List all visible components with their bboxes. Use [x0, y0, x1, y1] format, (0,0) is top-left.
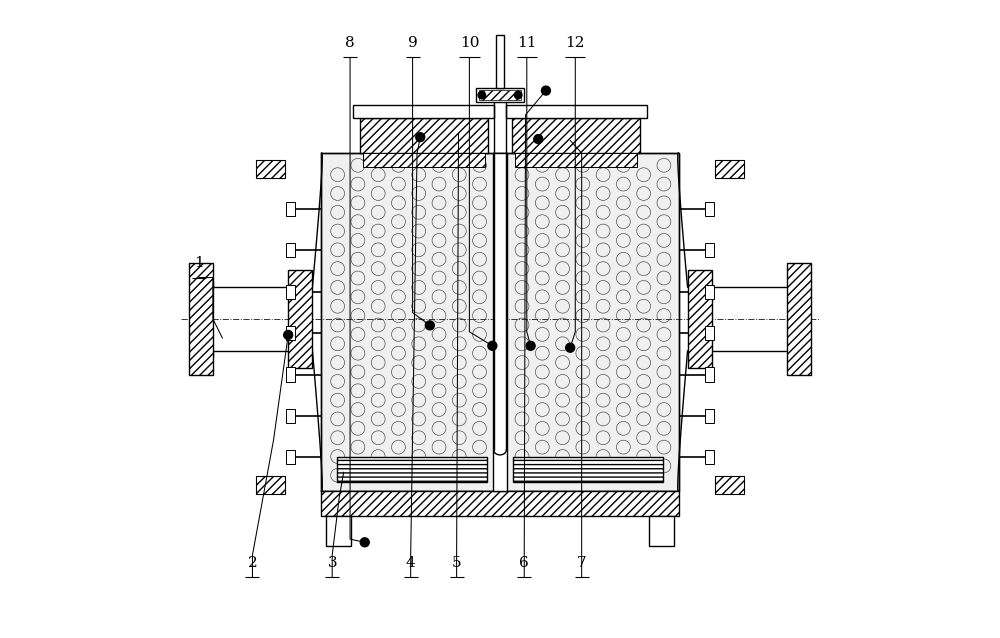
Bar: [506, 105, 647, 118]
Bar: [705, 409, 714, 423]
Text: 12: 12: [566, 36, 585, 50]
Text: 11: 11: [517, 36, 537, 50]
Bar: [705, 367, 714, 382]
Text: 7: 7: [577, 556, 586, 570]
Text: 3: 3: [327, 556, 337, 570]
Bar: [496, 35, 504, 88]
Bar: [705, 202, 714, 216]
Bar: [286, 450, 295, 464]
Bar: [286, 243, 295, 257]
Bar: [321, 153, 679, 491]
Circle shape: [514, 91, 523, 100]
Bar: [286, 202, 295, 216]
Text: 1: 1: [194, 256, 204, 270]
Bar: [512, 118, 640, 153]
Bar: [286, 367, 295, 382]
Text: 8: 8: [345, 36, 355, 50]
Bar: [715, 476, 744, 494]
Bar: [515, 153, 637, 167]
Bar: [705, 326, 714, 340]
Bar: [363, 153, 485, 167]
Text: 10: 10: [460, 36, 479, 50]
Circle shape: [477, 91, 486, 100]
Text: 4: 4: [406, 556, 416, 570]
Circle shape: [526, 341, 535, 350]
Bar: [513, 457, 663, 482]
Bar: [493, 153, 507, 491]
Circle shape: [416, 133, 425, 142]
Circle shape: [284, 330, 293, 339]
Bar: [479, 90, 521, 100]
Bar: [286, 285, 295, 299]
Circle shape: [360, 538, 369, 547]
Bar: [286, 326, 295, 340]
Circle shape: [425, 321, 434, 330]
Bar: [688, 269, 712, 369]
Bar: [288, 269, 312, 369]
Bar: [360, 118, 488, 153]
Text: 6: 6: [519, 556, 529, 570]
Bar: [256, 160, 285, 178]
Circle shape: [566, 343, 575, 352]
Bar: [476, 88, 524, 102]
Text: 5: 5: [452, 556, 461, 570]
Bar: [705, 450, 714, 464]
Bar: [189, 263, 213, 375]
Text: 2: 2: [248, 556, 257, 570]
Bar: [321, 491, 679, 516]
Bar: [705, 285, 714, 299]
Bar: [321, 153, 679, 491]
Bar: [787, 263, 811, 375]
Bar: [326, 516, 351, 546]
Bar: [649, 516, 674, 546]
Bar: [715, 160, 744, 178]
Bar: [353, 105, 494, 118]
Bar: [286, 409, 295, 423]
Circle shape: [534, 135, 543, 144]
Bar: [705, 243, 714, 257]
Circle shape: [541, 86, 550, 95]
Circle shape: [488, 341, 497, 350]
Text: 9: 9: [408, 36, 417, 50]
Bar: [337, 457, 487, 482]
Bar: [256, 476, 285, 494]
